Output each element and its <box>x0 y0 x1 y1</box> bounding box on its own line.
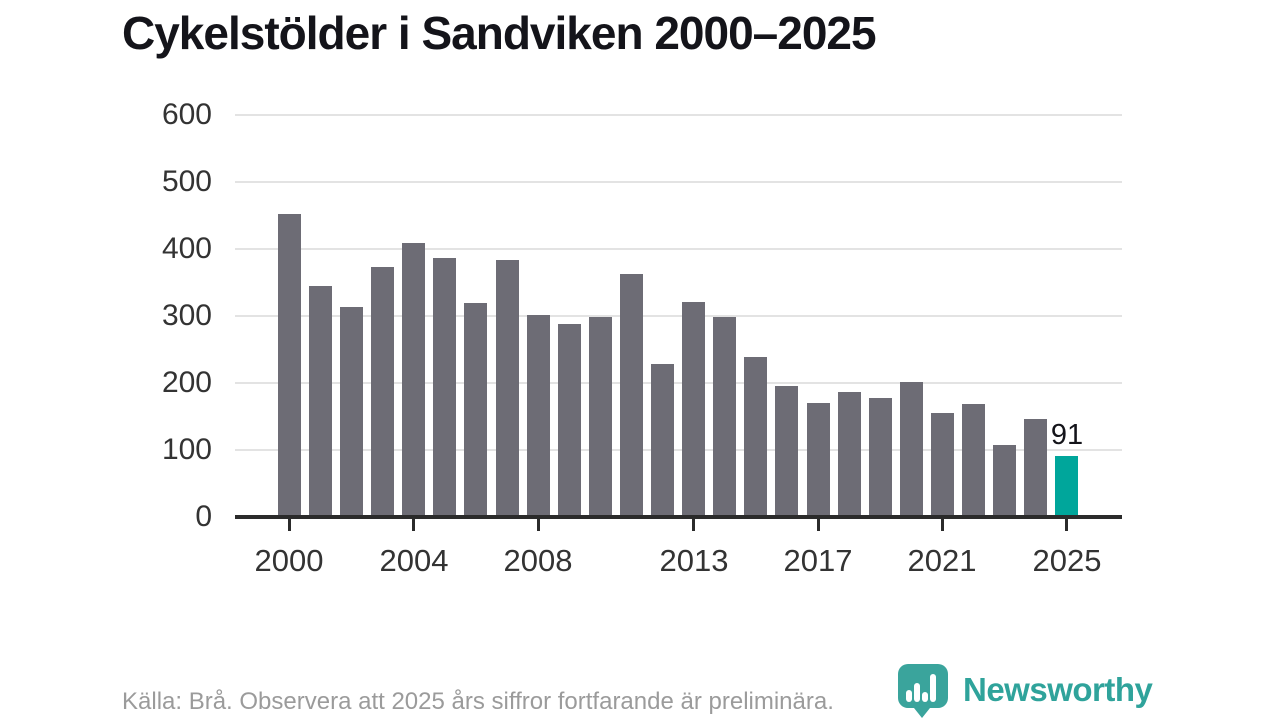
newsworthy-bar-chart-badge-icon <box>898 664 948 720</box>
x-axis-tick <box>537 519 540 531</box>
bar <box>309 286 332 517</box>
gridline <box>235 382 1122 384</box>
bar <box>496 260 519 517</box>
bar <box>464 303 487 517</box>
x-axis-line <box>235 515 1122 519</box>
bar <box>900 382 923 517</box>
x-axis-tick <box>288 519 291 531</box>
bar-highlighted <box>1055 456 1078 517</box>
bar <box>993 445 1016 517</box>
x-axis-tick <box>817 519 820 531</box>
chart-title: Cykelstölder i Sandviken 2000–2025 <box>122 7 877 59</box>
newsworthy-logo-text: Newsworthy <box>963 671 1153 708</box>
x-axis-tick <box>412 519 415 531</box>
bar <box>433 258 456 517</box>
bar <box>558 324 581 517</box>
bar <box>589 317 612 517</box>
y-axis-tick-label: 0 <box>195 500 212 533</box>
x-axis-tick <box>692 519 695 531</box>
y-axis-tick-label: 600 <box>161 98 212 131</box>
bar <box>807 403 830 517</box>
y-axis-tick-label: 500 <box>161 165 212 198</box>
x-axis-tick <box>1065 519 1068 531</box>
bar <box>278 214 301 517</box>
x-axis-tick-label: 2017 <box>783 543 853 578</box>
gridline <box>235 449 1122 451</box>
x-axis-tick-label: 2008 <box>503 543 573 578</box>
gridline <box>235 315 1122 317</box>
bar <box>838 392 861 517</box>
bar <box>744 357 767 517</box>
x-axis-tick-label: 2004 <box>379 543 449 578</box>
bar <box>869 398 892 517</box>
bar <box>371 267 394 517</box>
gridline <box>235 181 1122 183</box>
gridline <box>235 248 1122 250</box>
x-axis-tick-label: 2025 <box>1032 543 1102 578</box>
bar <box>713 317 736 517</box>
bar <box>620 274 643 517</box>
y-axis-tick-label: 300 <box>161 299 212 332</box>
x-axis-tick <box>941 519 944 531</box>
bar <box>931 413 954 517</box>
y-axis-tick-label: 100 <box>161 433 212 466</box>
x-axis-tick-label: 2021 <box>907 543 977 578</box>
y-axis-tick-label: 400 <box>161 232 212 265</box>
y-axis-tick-label: 200 <box>161 366 212 399</box>
x-axis-tick-label: 2000 <box>254 543 324 578</box>
gridline <box>235 114 1122 116</box>
value-label: 91 <box>1050 419 1084 451</box>
bar <box>682 302 705 517</box>
bar <box>775 386 798 517</box>
source-note: Källa: Brå. Observera att 2025 års siffr… <box>122 688 834 715</box>
bar <box>340 307 363 517</box>
bar <box>651 364 674 517</box>
bar <box>1024 419 1047 517</box>
bar <box>402 243 425 517</box>
bar <box>527 315 550 517</box>
x-axis-tick-label: 2013 <box>659 543 729 578</box>
bar <box>962 404 985 517</box>
